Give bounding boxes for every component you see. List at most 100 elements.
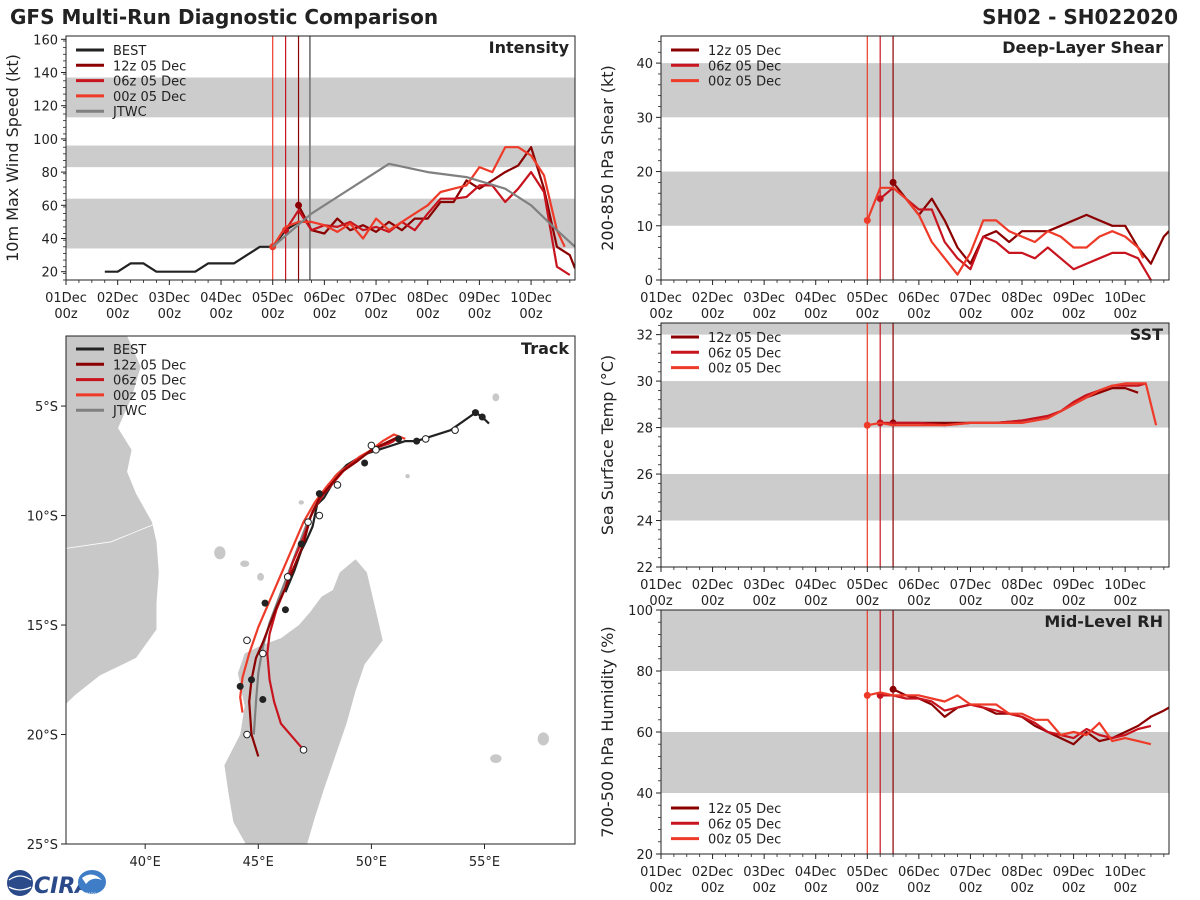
y-tick-label: 10: [636, 220, 653, 235]
x-tick-label-hour: 00z: [364, 307, 388, 322]
y-tick-label: 60: [41, 199, 58, 214]
x-tick-label-hour: 00z: [649, 307, 673, 322]
track-point-filled: [297, 540, 305, 548]
x-tick-label-day: 02Dec: [97, 291, 139, 306]
x-tick-label-hour: 00z: [959, 881, 983, 896]
y-tick-label: 22: [636, 561, 653, 576]
y-tick-label: 40: [636, 787, 653, 802]
x-tick-label-day: 04Dec: [795, 578, 837, 593]
y-tick-label: 10°S: [27, 510, 58, 525]
land-island: [490, 754, 502, 763]
land-island: [214, 546, 226, 560]
series-start-point: [295, 201, 303, 209]
track-point-filled: [361, 459, 369, 467]
x-tick-label-hour: 00z: [1062, 594, 1086, 609]
x-tick-label-day: 05Dec: [252, 291, 294, 306]
x-tick-label-day: 09Dec: [1053, 291, 1095, 306]
track-panel: 40°E 45°E 50°E 55°E 5°S 10°S 15°S 20°S 25°S Track…: [27, 335, 576, 870]
x-tick-label-hour: 00z: [959, 594, 983, 609]
land-island: [537, 732, 549, 746]
x-tick-label: 40°E: [130, 855, 161, 870]
y-tick-label: 80: [636, 665, 653, 680]
track-point-filled: [471, 409, 479, 417]
storm-id: SH02 - SH022020: [982, 5, 1178, 29]
y-axis-label: 700-500 hPa Humidity (%): [598, 626, 617, 837]
land-island: [405, 473, 410, 479]
x-tick-label-day: 01Dec: [640, 865, 682, 880]
cira-logo: CIRA COLORADO STATE: [7, 870, 109, 899]
plot-frame: [660, 322, 1170, 568]
series-line: [104, 220, 300, 273]
x-tick-label-day: 09Dec: [1053, 578, 1095, 593]
x-tick-label-hour: 00z: [856, 881, 880, 896]
threshold-band: [661, 63, 1169, 118]
x-tick-label-hour: 00z: [701, 594, 725, 609]
x-tick-label-day: 03Dec: [743, 578, 785, 593]
panel-title: Track: [521, 339, 569, 358]
legend-label: 12z 05 Dec: [708, 44, 781, 59]
y-tick-label: 32: [636, 329, 653, 344]
panel-title: SST: [1130, 325, 1163, 344]
x-tick-label-day: 08Dec: [1001, 291, 1043, 306]
x-tick-label-hour: 00z: [804, 307, 828, 322]
panel-title: Intensity: [489, 38, 570, 57]
x-tick-label-hour: 00z: [1010, 594, 1034, 609]
series-start-point: [863, 421, 871, 429]
x-tick-label-hour: 00z: [752, 307, 776, 322]
legend-label: 06z 05 Dec: [708, 817, 781, 832]
x-tick-label-day: 08Dec: [1001, 865, 1043, 880]
track-point-open: [315, 511, 324, 520]
y-tick-label: 30: [636, 111, 653, 126]
x-tick-label-day: 05Dec: [846, 578, 888, 593]
y-tick-label: 20: [41, 266, 58, 281]
track-point-filled: [413, 437, 421, 445]
x-tick-label-hour: 00z: [752, 881, 776, 896]
series-line: [879, 186, 1152, 280]
x-tick-label-hour: 00z: [701, 307, 725, 322]
y-axis-label: 200-850 hPa Shear (kt): [598, 65, 617, 251]
threshold-band: [661, 610, 1169, 671]
threshold-band: [661, 732, 1169, 793]
y-axis-label: Sea Surface Temp (°C): [598, 355, 617, 535]
legend-label: BEST: [113, 44, 146, 59]
x-tick-label-hour: 00z: [106, 307, 130, 322]
x-tick-label-day: 05Dec: [846, 291, 888, 306]
x-tick-label-hour: 00z: [468, 307, 492, 322]
x-tick-label-hour: 00z: [856, 307, 880, 322]
track-point-open: [259, 649, 267, 658]
x-tick-label-hour: 00z: [519, 307, 543, 322]
track-point-open: [372, 446, 380, 454]
land-island: [257, 572, 264, 581]
legend-label: 00z 05 Dec: [113, 389, 186, 404]
x-tick-label-hour: 00z: [959, 307, 983, 322]
threshold-band: [661, 381, 1169, 428]
x-tick-label-hour: 00z: [649, 594, 673, 609]
y-tick-label: 100: [33, 133, 58, 148]
series-line: [867, 382, 1158, 427]
series-start-point: [863, 691, 871, 699]
track-point-filled: [259, 695, 267, 703]
track-point-open: [243, 636, 251, 645]
y-tick-label: 120: [33, 100, 58, 115]
land-island: [240, 560, 250, 568]
threshold-band: [66, 77, 575, 118]
x-tick-label-hour: 00z: [54, 307, 78, 322]
legend-label: 12z 05 Dec: [113, 59, 186, 74]
y-tick-label: 160: [33, 33, 58, 48]
x-tick-label-hour: 00z: [1113, 307, 1137, 322]
x-tick-label-day: 04Dec: [795, 865, 837, 880]
y-tick-label: 30: [636, 375, 653, 390]
x-tick-label-day: 01Dec: [640, 291, 682, 306]
x-tick-label-day: 08Dec: [407, 291, 449, 306]
land-island: [492, 393, 500, 402]
track-point-open: [451, 426, 459, 434]
series-start-point: [863, 216, 871, 224]
y-tick-label: 25°S: [27, 838, 58, 853]
legend-label: 06z 05 Dec: [708, 346, 781, 361]
series-line: [271, 146, 566, 248]
y-tick-label: 20°S: [27, 729, 58, 744]
x-tick-label-day: 10Dec: [1104, 578, 1146, 593]
x-tick-label-hour: 00z: [907, 594, 931, 609]
x-tick-label-day: 09Dec: [1053, 865, 1095, 880]
x-tick-label-day: 07Dec: [355, 291, 397, 306]
